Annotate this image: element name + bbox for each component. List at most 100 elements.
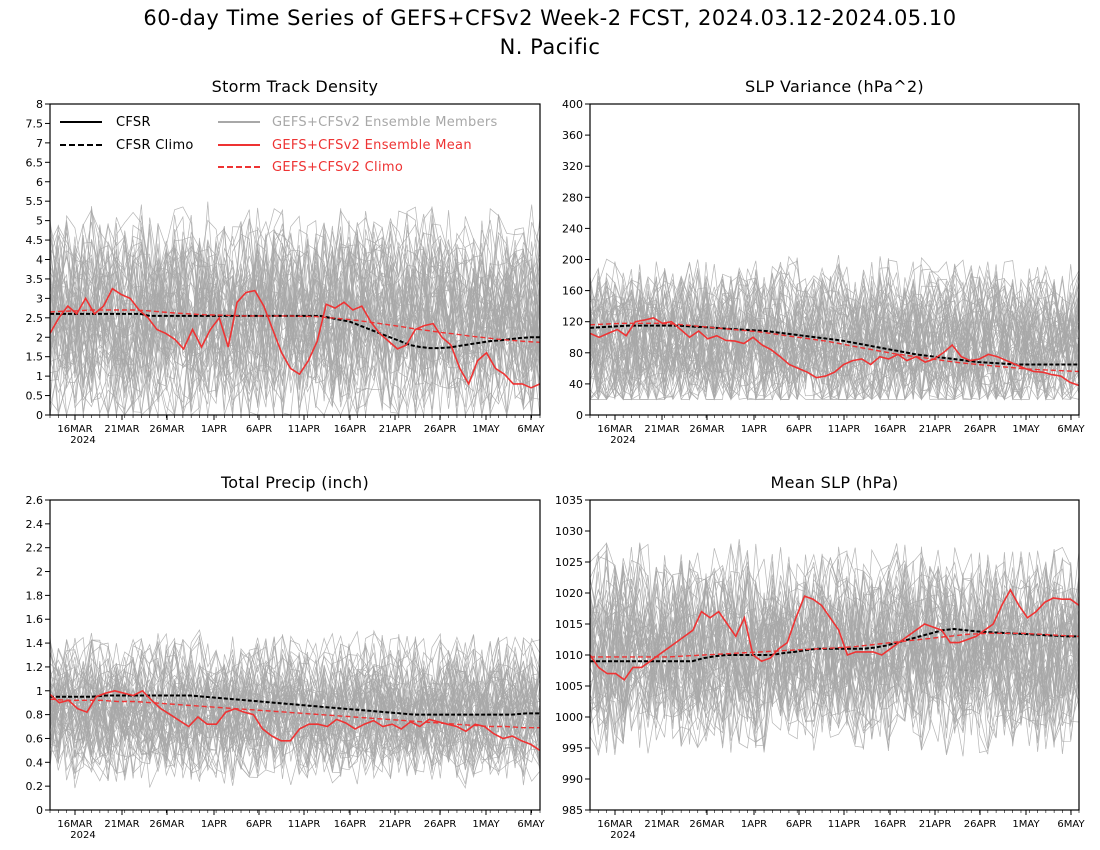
panel-data [50,201,540,415]
panel-3: 985 990 995 1000 1005 1010 1015 1020 1025 1030 103… [555,473,1085,841]
x-tick-label: 16MAR [597,819,632,830]
x-tick-label: 16APR [334,819,367,830]
x-tick-label: 26APR [964,819,997,830]
region-title: N. Pacific [499,35,601,59]
y-tick-label: 240 [562,222,583,235]
ensemble-member-line [50,669,540,767]
x-tick-label: 21MAR [644,819,679,830]
y-tick-label: 1025 [555,556,583,569]
x-tick-label: 1APR [201,819,227,830]
ensemble-member-line [50,657,540,756]
x-year-label: 2024 [610,435,635,446]
x-tick-label: 26MAR [149,819,184,830]
x-year-label: 2024 [610,830,635,841]
x-tick-label: 11APR [828,819,861,830]
ensemble-member-line [50,239,540,382]
ensemble-member-line [590,586,1079,720]
ensemble-member-line [50,265,540,409]
ensemble-member-line [50,692,540,789]
x-tick-label: 26APR [424,424,457,435]
x-tick-label: 21APR [919,819,952,830]
panel-data [50,629,540,789]
panel-title: Total Precip (inch) [220,473,369,492]
x-tick-label: 11APR [828,424,861,435]
x-tick-label: 21APR [379,424,412,435]
x-tick-label: 1APR [201,424,227,435]
y-tick-label: 5.5 [26,195,44,208]
ensemble-member-line [50,634,540,731]
panel-1: 0 40 80 120 160 200 240 280 320 360 400 16MAR 21MAR 2… [562,77,1085,446]
ensemble-member-line [50,206,540,344]
ensemble-member-line [590,624,1079,755]
ensemble-member-line [50,281,540,415]
y-tick-label: 80 [569,347,583,360]
y-tick-label: 0.8 [26,709,44,722]
y-tick-label: 40 [569,378,583,391]
y-tick-label: 0.2 [26,780,44,793]
y-tick-label: 8 [36,98,43,111]
ensemble-member-line [590,293,1079,398]
ensemble-member-line [590,257,1079,361]
y-tick-label: 1020 [555,587,583,600]
x-tick-label: 21MAR [104,819,139,830]
y-tick-label: 2 [36,331,43,344]
ensemble-member-line [50,676,540,774]
y-tick-label: 5 [36,215,43,228]
legend-gefs-climo-label: GEFS+CFSv2 Climo [272,160,403,175]
x-tick-label: 1APR [741,819,767,830]
panel-title: Storm Track Density [212,77,379,96]
y-tick-label: 4.5 [26,234,44,247]
ensemble-member-line [590,277,1079,381]
ensemble-member-line [590,289,1079,394]
x-tick-label: 11APR [288,424,321,435]
ensemble-member-line [590,284,1079,388]
y-tick-label: 6.5 [26,156,44,169]
y-tick-label: 2.6 [26,494,44,507]
ensemble-member-line [50,232,540,370]
x-tick-label: 16APR [334,424,367,435]
legend-members-label: GEFS+CFSv2 Ensemble Members [272,115,498,130]
x-tick-label: 26MAR [689,424,724,435]
y-tick-label: 0 [36,804,43,817]
y-tick-label: 400 [562,98,583,111]
ensemble-member-line [590,542,1079,677]
x-tick-label: 16MAR [597,424,632,435]
y-tick-label: 280 [562,191,583,204]
panel-0: 0 0.5 1 1.5 2 2.5 3 3.5 4 4.5 5 5.5 6 6.5 7 7.5 8 16MAR 21… [26,77,546,446]
y-tick-label: 1005 [555,680,583,693]
ensemble-member-line [590,301,1079,401]
y-tick-label: 120 [562,316,583,329]
panel-data [590,539,1079,757]
y-tick-label: 2.2 [26,542,44,555]
y-tick-label: 7.5 [26,117,44,130]
x-tick-label: 6MAY [517,424,545,435]
x-tick-label: 1MAY [1012,424,1040,435]
ensemble-member-line [590,604,1079,732]
y-tick-label: 990 [562,773,583,786]
legend-cfsr-label: CFSR [116,115,151,130]
ensemble-member-line [50,681,540,775]
ensemble-member-line [590,315,1079,401]
gefs-climo-line [50,309,540,343]
y-tick-label: 2.4 [26,518,44,531]
ensemble-member-line [590,260,1079,365]
y-tick-label: 3.5 [26,273,44,286]
y-tick-label: 4 [36,254,43,267]
x-tick-label: 1MAY [1012,819,1040,830]
y-tick-label: 0.4 [26,756,44,769]
x-tick-label: 21MAR [644,424,679,435]
ensemble-member-line [50,641,540,739]
x-tick-label: 16MAR [57,424,92,435]
y-tick-label: 160 [562,285,583,298]
ensemble-member-line [50,667,540,762]
ensemble-member-line [50,266,540,403]
x-tick-label: 26APR [424,819,457,830]
ensemble-member-line [590,618,1079,753]
ensemble-member-line [50,693,540,785]
y-tick-label: 0.6 [26,732,44,745]
plot-frame [49,499,541,811]
y-tick-label: 1 [36,370,43,383]
x-tick-label: 6APR [246,424,272,435]
y-tick-label: 7 [36,137,43,150]
y-tick-label: 1.2 [26,661,44,674]
